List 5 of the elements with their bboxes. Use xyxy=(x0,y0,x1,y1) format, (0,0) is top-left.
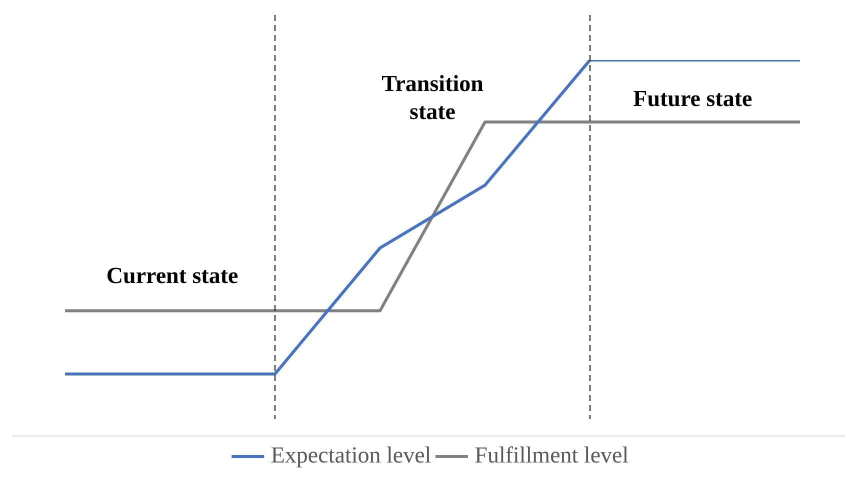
annotation: Transition state xyxy=(382,71,484,124)
annotation: Current state xyxy=(106,263,238,288)
legend-label: Expectation level xyxy=(270,442,432,468)
legend-label: Fulfillment level xyxy=(474,442,629,468)
annotation: Future state xyxy=(633,86,752,111)
